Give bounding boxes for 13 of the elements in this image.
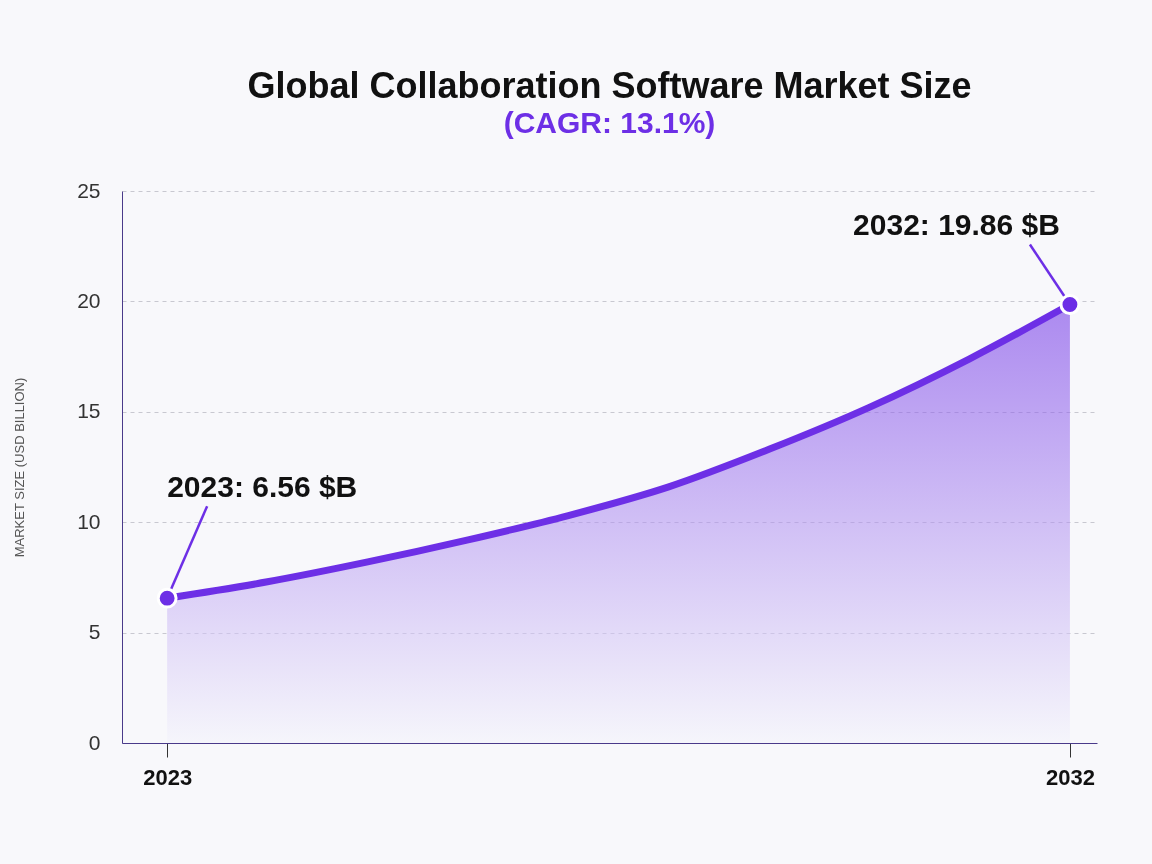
annotation: 2032: 19.86 $B: [853, 208, 1060, 242]
x-tick-label: 2023: [143, 764, 193, 790]
x-tick-label: 2032: [1045, 764, 1095, 790]
y-tick-label: 0: [88, 730, 101, 754]
y-axis-title: MARKET SIZE (USD BILLION): [12, 377, 28, 558]
chart-title: Global Collaboration Software Market Size: [247, 65, 972, 106]
annotation: 2023: 6.56 $B: [167, 470, 358, 504]
y-tick-label: 10: [77, 509, 101, 533]
y-tick-label: 15: [77, 399, 101, 423]
chart-subtitle: (CAGR: 13.1%): [503, 106, 716, 139]
y-tick-label: 25: [77, 178, 101, 202]
y-tick-label: 5: [88, 620, 101, 644]
y-tick-label: 20: [77, 288, 101, 312]
